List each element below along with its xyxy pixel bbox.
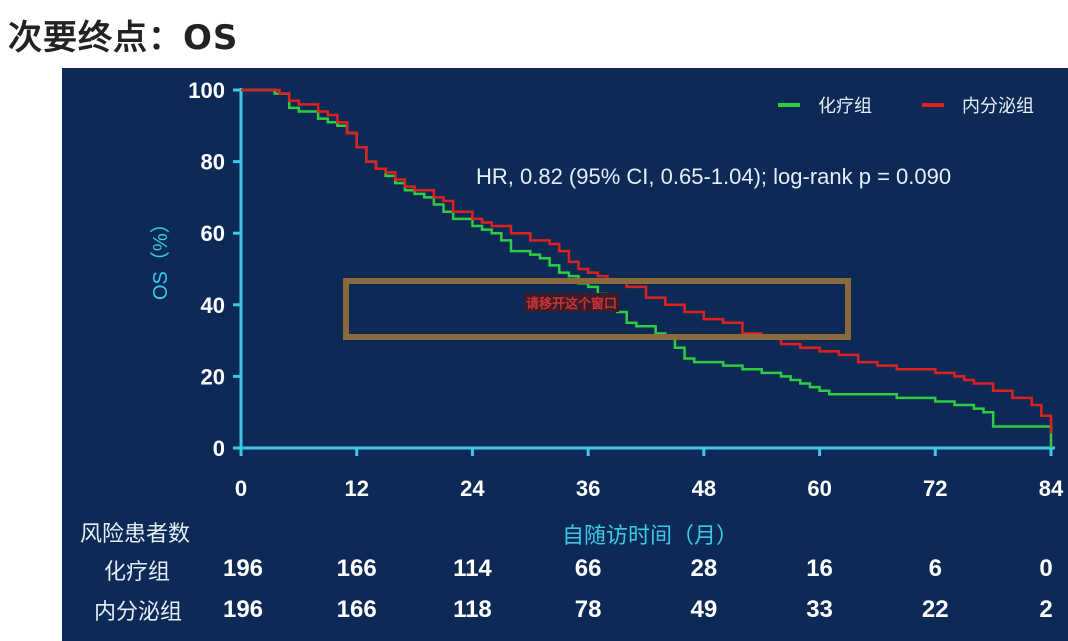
risk-value-endocrine-0: 196 <box>222 596 264 623</box>
risk-value-endocrine-36: 78 <box>574 596 602 623</box>
series-line-chemo <box>241 88 1053 448</box>
x-tick-label-72: 72 <box>923 476 947 501</box>
x-tick-label-0: 0 <box>235 476 247 501</box>
risk-value-endocrine-60: 33 <box>806 596 833 623</box>
x-tick-label-60: 60 <box>807 476 831 501</box>
y-tick-label-0: 0 <box>213 436 225 461</box>
x-tick-label-24: 24 <box>460 476 485 501</box>
risk-value-chemo-36: 66 <box>574 555 602 582</box>
risk-value-endocrine-72: 22 <box>921 596 949 623</box>
risk-value-endocrine-24: 118 <box>453 596 492 623</box>
y-tick-label-80: 80 <box>201 150 225 175</box>
legend-label-endocrine: 内分泌组 <box>962 96 1034 116</box>
risk-table-header: 风险患者数 <box>80 522 191 547</box>
risk-value-endocrine-12: 166 <box>336 596 377 623</box>
y-tick-label-60: 60 <box>201 221 225 246</box>
legend-label-chemo: 化疗组 <box>818 96 872 116</box>
risk-value-chemo-60: 16 <box>806 555 833 582</box>
x-tick-label-36: 36 <box>576 476 600 501</box>
y-axis-label: OS（%） <box>150 213 172 300</box>
risk-value-chemo-12: 166 <box>336 555 377 582</box>
y-tick-label-40: 40 <box>201 293 225 318</box>
legend-item-endocrine: 内分泌组 <box>922 92 1034 118</box>
x-tick-label-48: 48 <box>692 476 716 501</box>
hr-annotation: HR, 0.82 (95% CI, 0.65-1.04); log-rank p… <box>476 164 952 189</box>
obscuring-box-text: 请移开这个窗口 <box>524 293 620 312</box>
risk-value-chemo-0: 196 <box>222 555 264 582</box>
chart-panel <box>62 68 1068 641</box>
legend-item-chemo: 化疗组 <box>778 92 872 118</box>
risk-row-label-chemo: 化疗组 <box>104 560 171 585</box>
risk-value-chemo-72: 6 <box>928 555 942 582</box>
legend-swatch-chemo <box>778 103 800 107</box>
risk-value-endocrine-84: 2 <box>1039 596 1053 623</box>
risk-row-label-endocrine: 内分泌组 <box>94 600 183 625</box>
y-tick-label-20: 20 <box>201 364 225 389</box>
legend-swatch-endocrine <box>922 103 944 107</box>
y-tick-label-100: 100 <box>188 78 225 103</box>
risk-value-chemo-84: 0 <box>1039 555 1053 582</box>
x-tick-label-84: 84 <box>1039 476 1064 501</box>
slide-title: 次要终点：OS <box>8 18 239 58</box>
x-tick-label-12: 12 <box>344 476 368 501</box>
risk-value-chemo-48: 28 <box>690 555 718 582</box>
obscuring-box <box>343 278 851 340</box>
x-axis-label: 自随访时间（月） <box>562 523 739 548</box>
risk-value-endocrine-48: 49 <box>690 596 718 623</box>
risk-value-chemo-24: 114 <box>453 555 492 582</box>
series-line-endocrine <box>241 88 1053 434</box>
